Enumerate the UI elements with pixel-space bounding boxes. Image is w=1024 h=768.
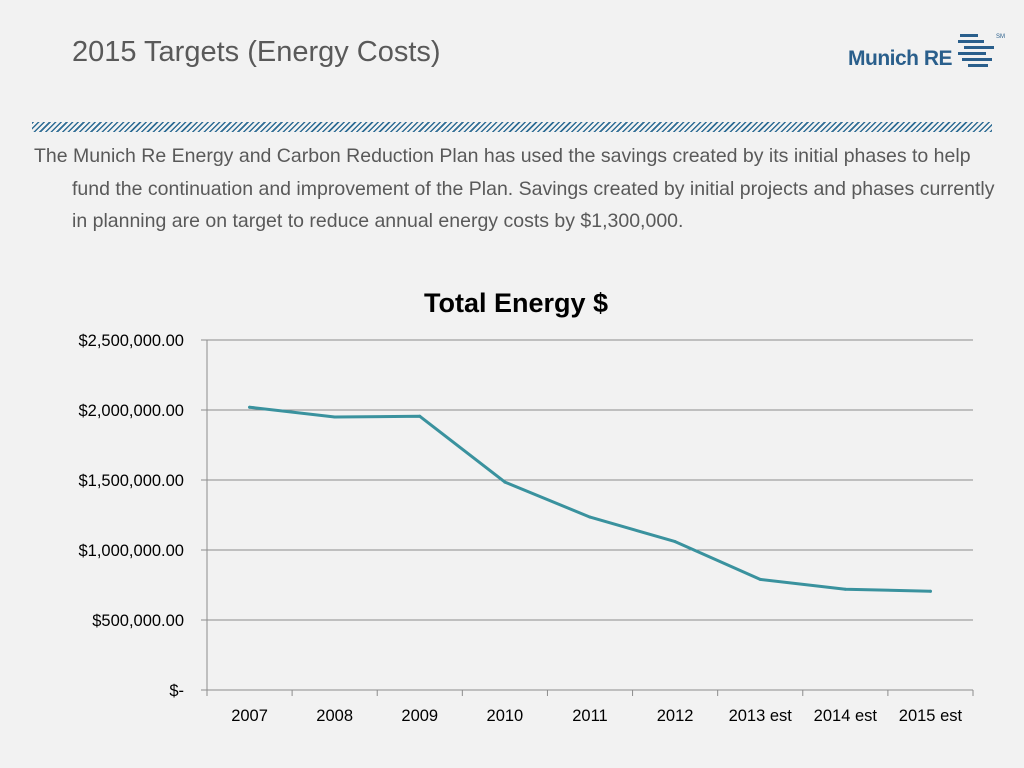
data-point: [503, 480, 507, 484]
y-tick-label: $2,500,000.00: [78, 332, 184, 350]
y-tick-label: $2,000,000.00: [78, 402, 184, 420]
data-point: [758, 577, 762, 581]
data-point: [673, 540, 677, 544]
data-point: [248, 405, 252, 409]
x-tick-label: 2011: [572, 707, 607, 725]
intro-paragraph: The Munich Re Energy and Carbon Reductio…: [34, 145, 995, 232]
y-tick-label: $1,000,000.00: [78, 542, 184, 560]
x-tick-label: 2008: [316, 707, 353, 725]
slide-title: 2015 Targets (Energy Costs): [72, 36, 441, 68]
chart-title: Total Energy $: [424, 288, 608, 318]
data-point: [588, 515, 592, 519]
x-tick-label: 2012: [657, 707, 694, 725]
hatched-divider: [32, 122, 992, 132]
data-point: [418, 414, 422, 418]
munich-re-logo: Munich RE SM: [848, 30, 1008, 80]
munich-re-stripes-icon: SM: [958, 34, 1005, 67]
y-tick-label: $-: [169, 682, 184, 700]
x-tick-label: 2009: [401, 707, 438, 725]
data-point: [333, 415, 337, 419]
x-tick-label: 2015 est: [899, 707, 963, 725]
y-tick-label: $500,000.00: [92, 612, 184, 630]
logo-text: Munich RE: [848, 47, 953, 70]
x-tick-label: 2013 est: [729, 707, 793, 725]
x-tick-label: 2014 est: [814, 707, 878, 725]
logo-service-mark: SM: [996, 34, 1005, 40]
x-tick-label: 2010: [487, 707, 524, 725]
y-tick-label: $1,500,000.00: [78, 472, 184, 490]
x-tick-label: 2007: [231, 707, 268, 725]
data-point: [843, 587, 847, 591]
data-point: [928, 589, 932, 593]
series-line-total-energy: [248, 405, 932, 593]
